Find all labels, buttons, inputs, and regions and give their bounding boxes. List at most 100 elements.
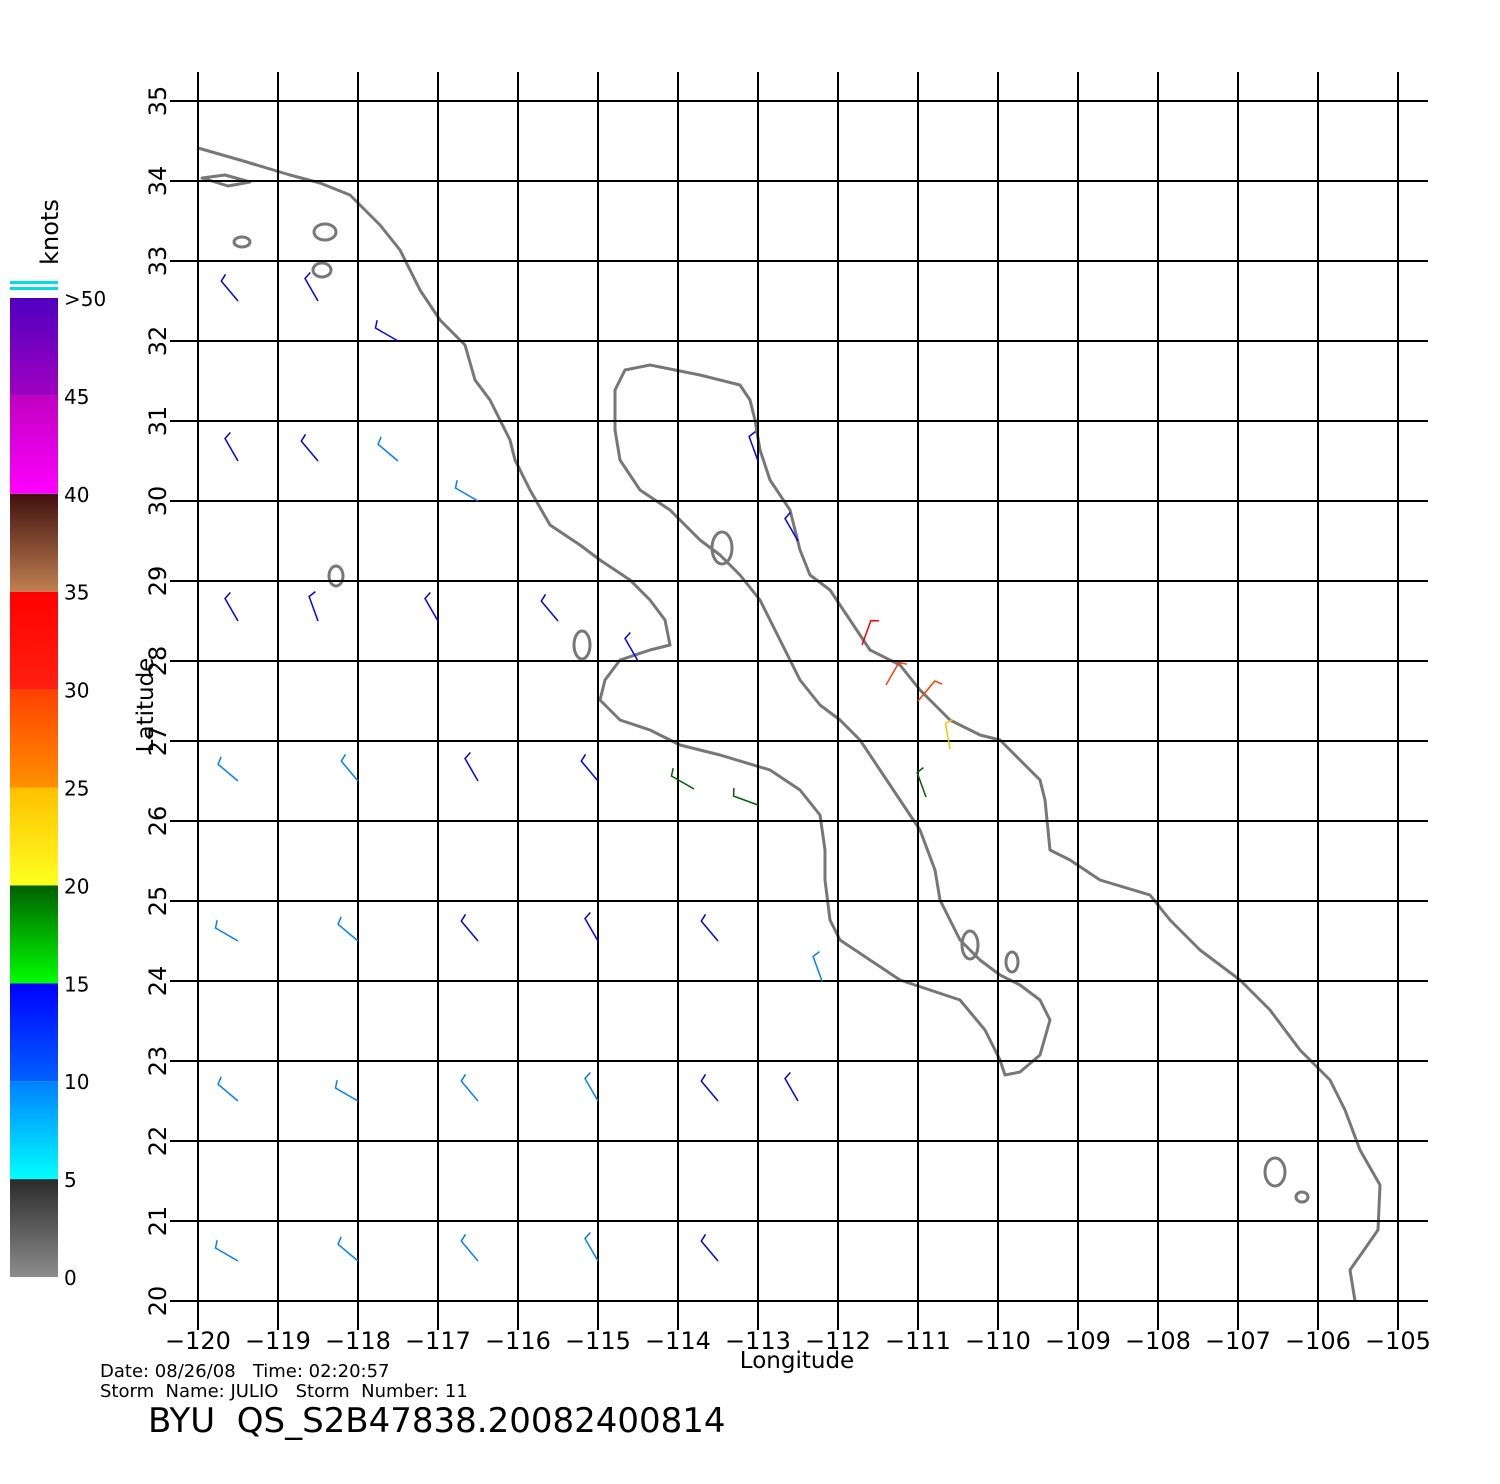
y-tick-label: 33 (144, 246, 172, 277)
wind-vectors (214, 272, 953, 1262)
x-tick-label: −117 (405, 1327, 471, 1355)
colorbar-segment (10, 983, 58, 1082)
wind-barb (217, 1076, 239, 1102)
colorbar-tick-label: 20 (64, 874, 89, 898)
colorbar-tick-label: 0 (64, 1266, 77, 1290)
wind-barb (944, 718, 953, 750)
colorbar-tick-label: 5 (64, 1168, 77, 1192)
wind-barb (460, 1073, 479, 1102)
x-tick-label: −119 (245, 1327, 311, 1355)
colorbar-segment (10, 591, 58, 690)
wind-barb (584, 912, 599, 942)
wind-barb (337, 916, 359, 942)
wind-barb (308, 591, 319, 622)
wind-barb (334, 1080, 359, 1102)
colorbar-segment (10, 493, 58, 592)
wind-barb (224, 592, 239, 622)
wind-barb (224, 432, 239, 462)
island (1263, 1156, 1287, 1188)
island (232, 235, 252, 249)
island (311, 261, 333, 279)
x-tick-label: −107 (1205, 1327, 1271, 1355)
axes: −120 −119 −118 −117 −116 −115 −114 −113 −112 −111… (144, 72, 1431, 1355)
wind-barb (584, 1072, 599, 1102)
wind-barb (214, 920, 239, 942)
colorbar-segment (10, 689, 58, 788)
wind-barb (377, 436, 399, 462)
y-tick-label: 20 (144, 1286, 172, 1317)
x-tick-label: −113 (725, 1327, 791, 1355)
colorbar-label: knots (36, 199, 64, 265)
x-axis-label: Longitude (740, 1348, 854, 1374)
storm-annotation: Storm Name: JULIO Storm Number: 11 (100, 1381, 468, 1402)
wind-barb (217, 756, 239, 782)
colorbar-cap (10, 281, 58, 284)
wind-barb (885, 661, 907, 686)
x-tick-label: −111 (885, 1327, 951, 1355)
colorbar-segment (10, 1179, 58, 1277)
x-tick-label: −110 (965, 1327, 1031, 1355)
x-tick-label: −109 (1045, 1327, 1111, 1355)
wind-barb (700, 1073, 719, 1102)
wind-barb (916, 767, 927, 798)
y-tick-label: 32 (144, 326, 172, 357)
colorbar-tick-label: 35 (64, 581, 89, 605)
wind-barb (700, 913, 719, 942)
wind-barb (424, 592, 439, 622)
colorbar-segment (10, 1081, 58, 1180)
wind-barb (784, 1072, 799, 1102)
island (572, 629, 592, 661)
island (710, 530, 734, 566)
colorbar: 0 5 10 15 20 25 30 35 40 45 >50 (10, 281, 106, 1290)
coast-path (197, 146, 1382, 1302)
wind-barb (337, 1236, 359, 1262)
colorbar-segment (10, 298, 58, 396)
y-tick-label: 21 (144, 1206, 172, 1237)
colorbar-tick-label: 15 (64, 972, 89, 996)
y-tick-label: 30 (144, 486, 172, 517)
y-tick-label: 26 (144, 806, 172, 837)
wind-barb (300, 433, 319, 462)
x-tick-label: −112 (805, 1327, 871, 1355)
wind-barb (784, 512, 799, 542)
island (960, 929, 980, 961)
date-annotation: Date: 08/26/08 Time: 02:20:57 (100, 1361, 390, 1382)
y-tick-label: 23 (144, 1046, 172, 1077)
wind-barb (812, 951, 823, 982)
wind-barb (464, 752, 479, 782)
wind-barb (220, 273, 239, 302)
island (312, 222, 338, 242)
file-annotation: BYU QS_S2B47838.20082400814 (148, 1401, 726, 1441)
wind-barb (340, 753, 359, 782)
wind-barb (580, 753, 599, 782)
wind-barb (304, 272, 319, 302)
wind-barb (624, 632, 639, 662)
wind-barb (584, 1232, 599, 1262)
coastline (197, 146, 1382, 1302)
y-tick-label: 35 (144, 86, 172, 117)
island (327, 564, 345, 588)
colorbar-tick-label: 30 (64, 679, 89, 703)
wind-barb (917, 680, 943, 702)
y-tick-label: 31 (144, 406, 172, 437)
wind-barb (374, 320, 399, 342)
colorbar-segment (10, 395, 58, 494)
wind-barb (540, 593, 559, 622)
wind-barb (732, 788, 759, 806)
colorbar-tick-label: >50 (64, 287, 106, 311)
y-tick-label: 29 (144, 566, 172, 597)
x-tick-label: −105 (1365, 1327, 1431, 1355)
colorbar-tick-label: 10 (64, 1070, 89, 1094)
colorbar-segment (10, 787, 58, 886)
y-tick-label: 28 (144, 646, 172, 677)
y-tick-label: 22 (144, 1126, 172, 1157)
y-tick-label: 27 (144, 726, 172, 757)
y-tick-label: 25 (144, 886, 172, 917)
wind-barb (454, 480, 479, 502)
y-tick-label: 34 (144, 166, 172, 197)
colorbar-tick-label: 25 (64, 777, 89, 801)
island (1004, 950, 1020, 974)
x-tick-label: −115 (565, 1327, 631, 1355)
x-tick-label: −116 (485, 1327, 551, 1355)
